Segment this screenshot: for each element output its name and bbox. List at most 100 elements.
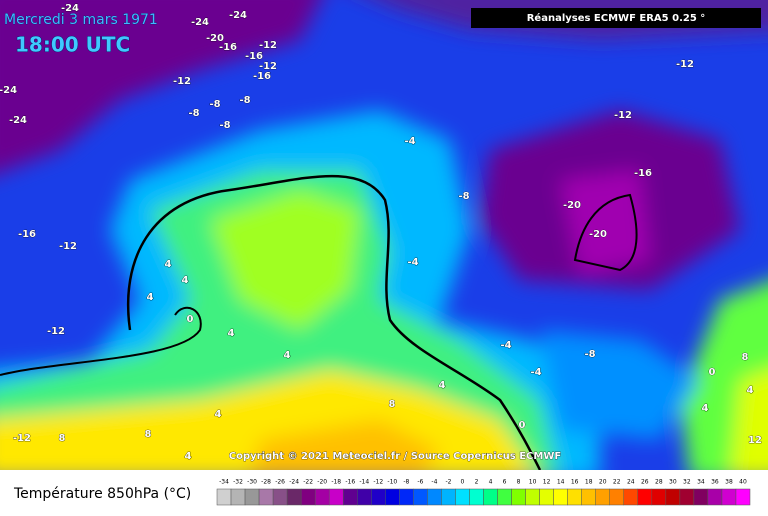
colorbar-swatch (328, 488, 344, 506)
colorbar: -34 -32 -30 -28 -26 -24 -22 -20 -18 -16 -14 -12 -10-… (216, 479, 751, 506)
contour-label: 4 (747, 385, 754, 396)
colorbar-swatch (567, 488, 582, 506)
colorbar-label: -32 (233, 479, 243, 486)
colorbar-label: -2 (445, 479, 451, 486)
colorbar-label: 6 (503, 479, 507, 486)
colorbar-label: 14 (557, 479, 565, 486)
colorbar-label: -12 (373, 479, 383, 486)
colorbar-label: -10 (387, 479, 397, 486)
colorbar-label: -4 (431, 479, 437, 486)
colorbar-swatch (735, 488, 751, 506)
colorbar-swatch (371, 488, 386, 506)
contour-label: -16 (245, 51, 263, 62)
colorbar-label: 26 (641, 479, 649, 486)
colorbar-label: -16 (345, 479, 355, 486)
colorbar-swatch (272, 488, 288, 506)
colorbar-swatch (511, 488, 526, 506)
contour-label: -8 (458, 191, 469, 202)
colorbar-label: -14 (359, 479, 369, 486)
colorbar-swatch (399, 488, 414, 506)
colorbar-swatch (314, 488, 330, 506)
colorbar-swatch (230, 488, 246, 506)
colorbar-label: -8 (403, 479, 409, 486)
colorbar-swatch (441, 488, 456, 506)
colorbar-label: 2 (475, 479, 479, 486)
colorbar-label: -20 (317, 479, 327, 486)
legend-title: Température 850hPa (°C) (13, 486, 191, 502)
colorbar-label: -6 (417, 479, 423, 486)
contour-label: 4 (165, 259, 172, 270)
colorbar-label: -28 (261, 479, 271, 486)
colorbar-label: -22 (303, 479, 313, 486)
contour-label: -4 (500, 340, 511, 351)
colorbar-label: 24 (627, 479, 635, 486)
source-text: Réanalyses ECMWF ERA5 0.25 ° (527, 12, 706, 24)
contour-label: -8 (209, 99, 220, 110)
colorbar-swatch (581, 488, 596, 506)
colorbar-label: 10 (529, 479, 537, 486)
contour-label: 8 (742, 352, 749, 363)
colorbar-swatch (216, 488, 232, 506)
colorbar-swatch (385, 488, 400, 506)
contour-label: -16 (18, 229, 36, 240)
colorbar-swatch (300, 488, 316, 506)
contour-label: 4 (147, 292, 154, 303)
contour-label: -12 (259, 40, 277, 51)
colorbar-swatch (497, 488, 512, 506)
contour-label: -12 (614, 110, 632, 121)
colorbar-swatch (244, 488, 260, 506)
contour-label: -8 (239, 95, 250, 106)
colorbar-label: 20 (599, 479, 607, 486)
colorbar-swatch (483, 488, 498, 506)
contour-label: 12 (748, 435, 762, 446)
colorbar-swatch (469, 488, 484, 506)
contour-label: -4 (404, 136, 415, 147)
contour-label: -16 (219, 42, 237, 53)
colorbar-label: -30 (247, 479, 257, 486)
colorbar-label: -24 (289, 479, 299, 486)
colorbar-swatch (525, 488, 540, 506)
colorbar-label: 34 (697, 479, 705, 486)
contour-label: 4 (182, 275, 189, 286)
contour-label: 4 (215, 409, 222, 420)
contour-label: -20 (589, 229, 607, 240)
contour-label: -12 (47, 326, 65, 337)
time: 18:00 UTC (15, 33, 130, 57)
contour-label: 8 (389, 399, 396, 410)
contour-label: 0 (709, 367, 716, 378)
contour-label: -20 (563, 200, 581, 211)
contour-label: -12 (173, 76, 191, 87)
contour-label: -16 (253, 71, 271, 82)
colorbar-swatch (595, 488, 610, 506)
colorbar-label: 32 (683, 479, 691, 486)
colorbar-swatch (539, 488, 554, 506)
colorbar-label: 38 (725, 479, 733, 486)
colorbar-label: 0 (461, 479, 465, 486)
colorbar-label: 22 (613, 479, 621, 486)
contour-label: -12 (13, 433, 31, 444)
colorbar-swatch (651, 488, 667, 506)
colorbar-label: 12 (543, 479, 551, 486)
contour-label: -12 (259, 61, 277, 72)
contour-label: 0 (519, 420, 526, 431)
colorbar-swatch (665, 488, 681, 506)
colorbar-swatch (707, 488, 723, 506)
colorbar-swatch (286, 488, 302, 506)
colorbar-swatch (721, 488, 737, 506)
contour-label: -12 (59, 241, 77, 252)
contour-label: -24 (61, 3, 79, 14)
contour-label: -4 (407, 257, 418, 268)
colorbar-label: 28 (655, 479, 663, 486)
contour-label: 4 (702, 403, 709, 414)
colorbar-label: -18 (331, 479, 341, 486)
colorbar-swatch (455, 488, 470, 506)
contour-label: 4 (228, 328, 235, 339)
map: -24-24-24-20-16 -12-16-12-16-12-24-8 -8-24… (0, 0, 768, 470)
contour-label: -16 (634, 168, 652, 179)
colorbar-swatch (679, 488, 695, 506)
colorbar-swatch (342, 488, 358, 506)
colorbar-swatch (693, 488, 709, 506)
copyright: Copyright © 2021 Meteociel.fr / Source C… (229, 451, 561, 462)
contour-label: 8 (145, 429, 152, 440)
